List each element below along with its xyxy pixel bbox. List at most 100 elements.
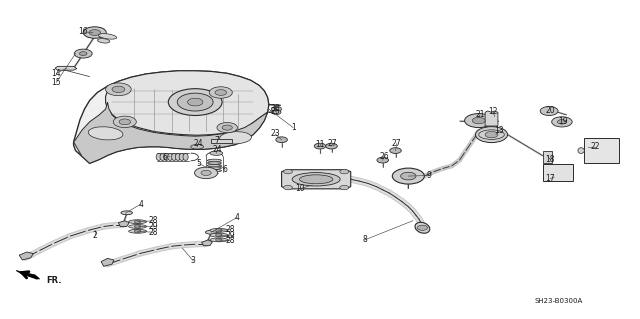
Circle shape — [216, 238, 222, 241]
Text: 7: 7 — [214, 136, 219, 145]
Text: 26: 26 — [379, 152, 389, 161]
Text: 8: 8 — [362, 235, 367, 244]
Text: 3: 3 — [191, 256, 196, 265]
Circle shape — [476, 127, 508, 143]
Circle shape — [83, 27, 106, 38]
Ellipse shape — [415, 222, 430, 233]
Text: 4: 4 — [138, 200, 143, 209]
Text: 18: 18 — [546, 155, 555, 164]
Ellipse shape — [164, 153, 169, 160]
Ellipse shape — [183, 153, 188, 160]
Circle shape — [113, 116, 136, 128]
Circle shape — [201, 170, 211, 175]
Text: 4: 4 — [234, 213, 239, 222]
Circle shape — [284, 169, 292, 174]
Circle shape — [465, 114, 493, 128]
Circle shape — [106, 83, 131, 96]
Polygon shape — [118, 221, 129, 226]
Text: 21: 21 — [476, 110, 484, 119]
Text: 28: 28 — [149, 216, 158, 225]
Circle shape — [188, 98, 203, 106]
Ellipse shape — [191, 145, 204, 149]
Circle shape — [284, 185, 292, 190]
Text: 29: 29 — [225, 231, 236, 240]
Ellipse shape — [88, 127, 123, 140]
Circle shape — [276, 137, 287, 143]
Circle shape — [112, 86, 125, 93]
Ellipse shape — [207, 167, 221, 169]
Polygon shape — [19, 252, 33, 260]
Ellipse shape — [220, 132, 252, 144]
Ellipse shape — [207, 169, 221, 172]
Text: 9: 9 — [426, 171, 431, 180]
Ellipse shape — [578, 148, 584, 153]
Circle shape — [472, 117, 485, 124]
Text: 17: 17 — [545, 174, 556, 183]
Text: 15: 15 — [51, 78, 61, 87]
Circle shape — [340, 185, 349, 190]
Text: 16: 16 — [78, 27, 88, 36]
Text: SH23-B0300A: SH23-B0300A — [534, 299, 582, 304]
Circle shape — [557, 120, 566, 124]
Circle shape — [401, 172, 416, 180]
Text: 6: 6 — [223, 165, 228, 174]
Circle shape — [217, 122, 237, 133]
Polygon shape — [282, 170, 351, 189]
Ellipse shape — [207, 162, 221, 164]
Circle shape — [74, 49, 92, 58]
Text: 11: 11 — [316, 140, 324, 149]
FancyBboxPatch shape — [543, 151, 552, 163]
Text: 14: 14 — [51, 69, 61, 78]
Circle shape — [552, 117, 572, 127]
Text: 5: 5 — [196, 159, 201, 168]
Text: 23: 23 — [270, 130, 280, 138]
Polygon shape — [202, 240, 212, 246]
Circle shape — [195, 167, 218, 179]
Circle shape — [209, 87, 232, 98]
Text: 20: 20 — [545, 106, 556, 115]
Polygon shape — [101, 258, 114, 266]
Ellipse shape — [179, 153, 184, 160]
Text: 13: 13 — [494, 126, 504, 135]
Circle shape — [392, 168, 424, 184]
Text: 28: 28 — [149, 228, 158, 237]
Ellipse shape — [207, 159, 221, 162]
Circle shape — [216, 234, 222, 237]
Ellipse shape — [207, 164, 221, 167]
Ellipse shape — [156, 153, 161, 160]
Circle shape — [134, 220, 141, 223]
Text: 28: 28 — [226, 236, 235, 245]
Text: 22: 22 — [591, 142, 600, 151]
Ellipse shape — [300, 175, 333, 184]
Circle shape — [216, 229, 222, 232]
Circle shape — [271, 107, 282, 112]
Polygon shape — [74, 71, 269, 163]
Text: 12: 12 — [488, 107, 497, 116]
Circle shape — [417, 225, 428, 230]
Ellipse shape — [205, 230, 217, 234]
Ellipse shape — [121, 211, 132, 215]
FancyBboxPatch shape — [584, 138, 619, 163]
Circle shape — [340, 169, 349, 174]
Polygon shape — [106, 71, 269, 135]
Circle shape — [215, 90, 227, 95]
Circle shape — [168, 89, 222, 115]
Text: 30: 30 — [270, 104, 280, 113]
Text: 2: 2 — [92, 231, 97, 240]
Ellipse shape — [210, 238, 228, 242]
Ellipse shape — [129, 225, 147, 228]
Circle shape — [390, 148, 401, 153]
Ellipse shape — [292, 173, 340, 186]
Circle shape — [177, 93, 213, 111]
Polygon shape — [74, 102, 268, 163]
Text: 24: 24 — [193, 139, 204, 148]
Text: 19: 19 — [558, 117, 568, 126]
Circle shape — [79, 52, 87, 56]
Ellipse shape — [172, 153, 177, 160]
Text: 27: 27 — [392, 139, 402, 148]
Polygon shape — [16, 271, 40, 279]
Circle shape — [89, 30, 100, 35]
Circle shape — [377, 157, 388, 163]
FancyBboxPatch shape — [543, 164, 573, 181]
Ellipse shape — [129, 220, 147, 224]
